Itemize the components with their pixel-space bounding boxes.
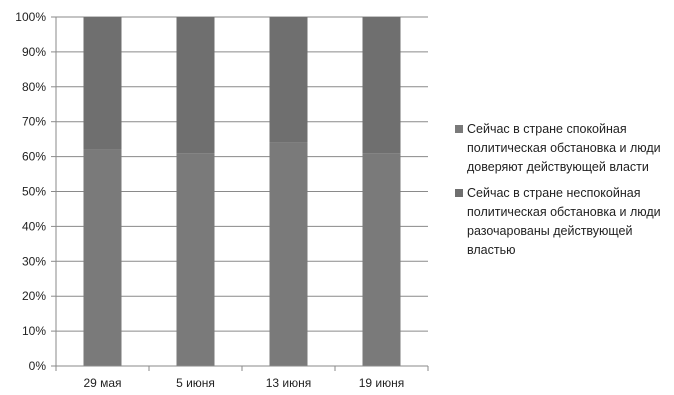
bar-segment-calm [83, 149, 122, 366]
x-axis-ticks: 29 мая 5 июня 13 июня 19 июня [55, 366, 429, 390]
bar-segment-calm [176, 153, 215, 366]
bars [83, 17, 401, 366]
y-tick-label: 0% [29, 359, 47, 373]
bar-segment-calm [269, 142, 308, 366]
bar-segment-unrest [176, 17, 215, 154]
y-tick-label: 90% [22, 45, 46, 59]
legend-swatch-calm [455, 125, 463, 133]
y-axis-ticks: 0% 10% 20% 30% 40% 50% 60% 70% 80% 90% 100% [15, 10, 46, 373]
x-tick-label: 29 мая [83, 376, 121, 390]
legend-swatch-unrest [455, 189, 463, 197]
legend-label-unrest: Сейчас в стране неспокойная политическая… [467, 186, 661, 257]
y-tick-label: 70% [22, 115, 46, 129]
bar-segment-unrest [362, 17, 401, 154]
y-tick-label: 80% [22, 80, 46, 94]
bar-segment-calm [362, 153, 401, 366]
y-tick-label: 60% [22, 150, 46, 164]
legend: Сейчас в стране спокойная политическая о… [455, 120, 674, 267]
legend-item-unrest: Сейчас в стране неспокойная политическая… [455, 184, 674, 260]
y-tick-label: 100% [15, 10, 46, 24]
legend-label-calm: Сейчас в стране спокойная политическая о… [467, 122, 661, 174]
bar-segment-unrest [83, 17, 122, 150]
y-tick-label: 30% [22, 254, 46, 268]
x-tick-label: 19 июня [359, 376, 405, 390]
y-tick-label: 50% [22, 185, 46, 199]
y-tick-label: 20% [22, 289, 46, 303]
x-tick-label: 13 июня [266, 376, 312, 390]
y-tick-label: 40% [22, 219, 46, 233]
bar-segment-unrest [269, 17, 308, 143]
y-tick-label: 10% [22, 324, 46, 338]
x-tick-label: 5 июня [176, 376, 215, 390]
legend-item-calm: Сейчас в стране спокойная политическая о… [455, 120, 674, 177]
